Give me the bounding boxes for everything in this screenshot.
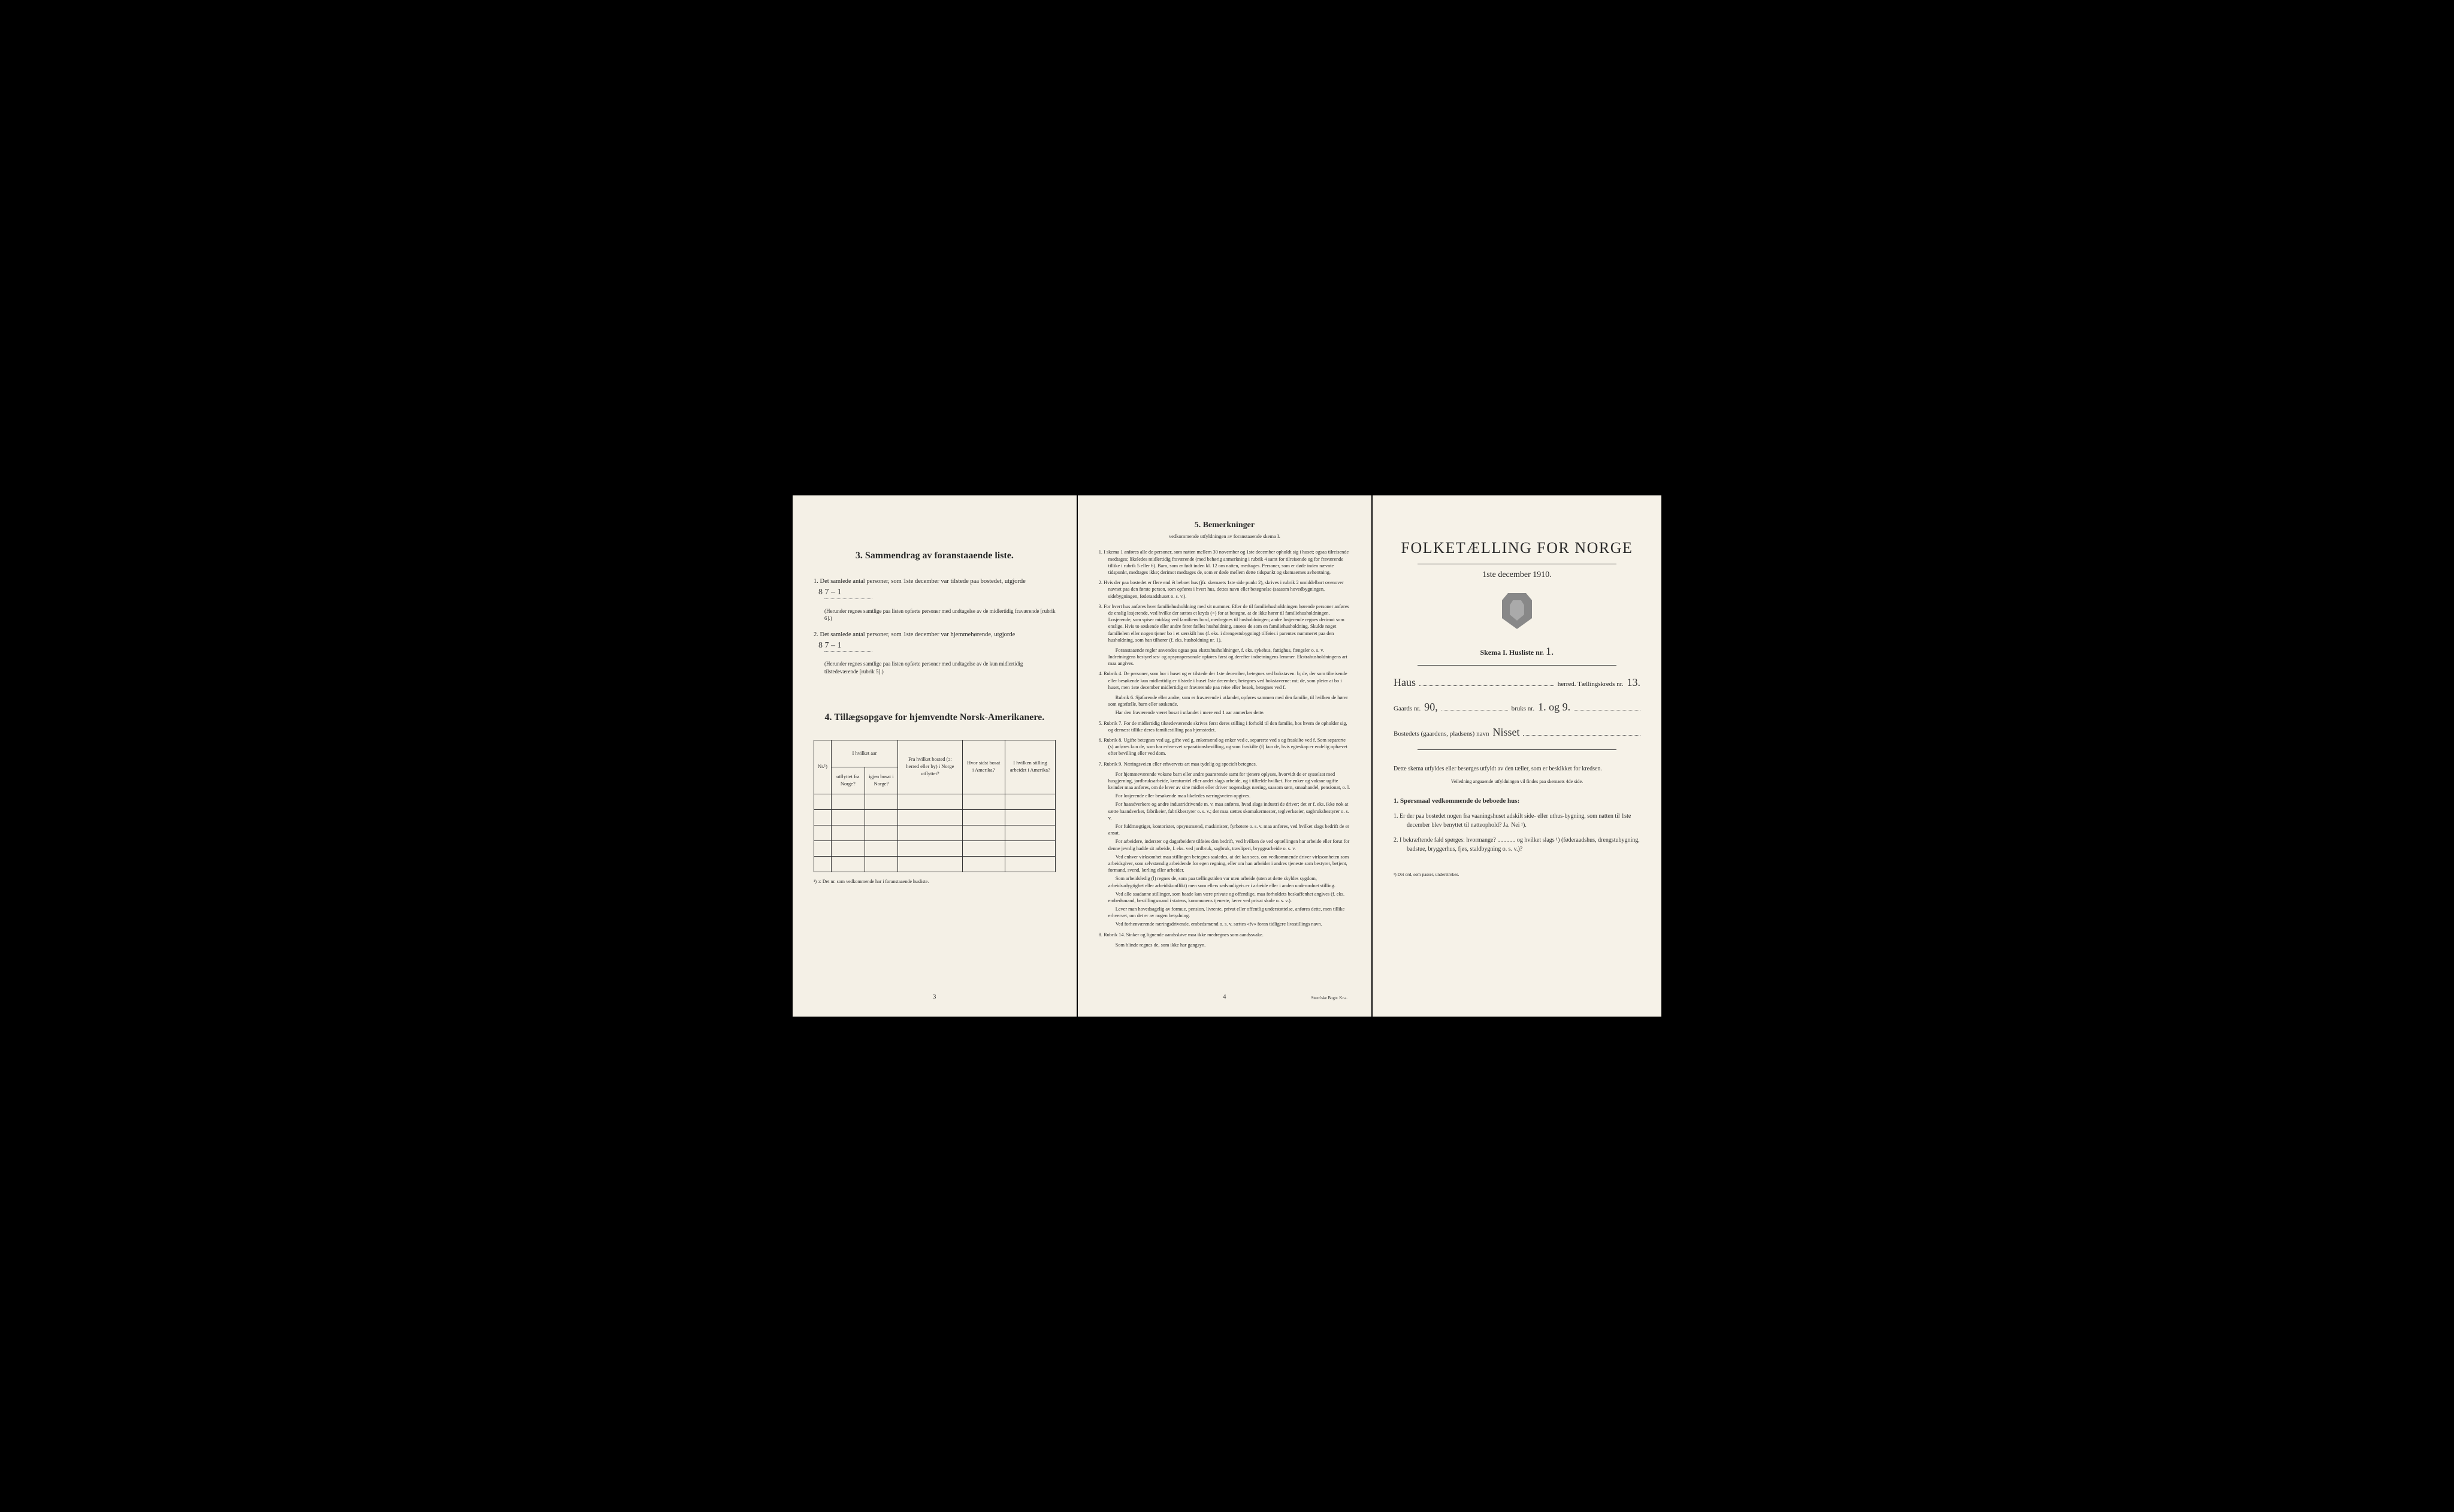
col-nr: Nr.¹)	[814, 740, 832, 794]
kreds-nr: 13.	[1627, 675, 1641, 690]
table-row	[814, 825, 1056, 840]
remark-7: 7. Rubrik 9. Næringsveien eller erhverve…	[1099, 761, 1350, 767]
table-row	[814, 794, 1056, 809]
remark-7j: Ved forhenværende næringsdrivende, embed…	[1099, 921, 1350, 927]
table-row	[814, 856, 1056, 872]
remark-7f: Ved enhver virksomhet maa stillingen bet…	[1099, 854, 1350, 874]
skema-line: Skema I. Husliste nr. 1.	[1394, 644, 1640, 659]
main-title: FOLKETÆLLING FOR NORGE	[1394, 537, 1640, 559]
gaards-line: Gaards nr. 90, bruks nr. 1. og 9.	[1394, 700, 1640, 715]
col-bosted: Fra hvilket bosted (ɔ: herred eller by) …	[898, 740, 962, 794]
census-date: 1ste december 1910.	[1394, 569, 1640, 581]
remark-7b: For losjerende eller besøkende maa likel…	[1099, 793, 1350, 799]
col-amerika: Hvor sidst bosat i Amerika?	[962, 740, 1005, 794]
item-1-value: 8 7 – 1	[824, 586, 872, 599]
gaards-nr: 90,	[1424, 700, 1438, 715]
question-1: 1. Er der paa bostedet nogen fra vaaning…	[1394, 812, 1640, 830]
remark-4b: Har den fraværende været bosat i utlande…	[1099, 709, 1350, 716]
remark-3: 3. For hvert hus anføres hver familiehus…	[1099, 603, 1350, 643]
page-3: FOLKETÆLLING FOR NORGE 1ste december 191…	[1373, 495, 1661, 1017]
bruks-nr: 1. og 9.	[1538, 700, 1570, 715]
page-number: 3	[933, 993, 936, 1002]
remark-1: 1. I skema 1 anføres alle de personer, s…	[1099, 549, 1350, 576]
bemerkninger-subtitle: vedkommende utfyldningen av foranstaaend…	[1099, 533, 1350, 540]
remark-7d: For fuldmægtiger, kontorister, opsynsmæn…	[1099, 823, 1350, 836]
herred-value: Haus	[1394, 675, 1416, 690]
page-number: 4	[1223, 993, 1226, 1002]
remark-8a: Som blinde regnes de, som ikke har gangs…	[1099, 942, 1350, 948]
remark-7h: Ved alle saadanne stillinger, som baade …	[1099, 891, 1350, 904]
bosted-rule	[1418, 749, 1616, 750]
small-instruction: Veiledning angaaende utfyldningen vil fi…	[1394, 778, 1640, 785]
item-1: 1. Det samlede antal personer, som 1ste …	[814, 577, 1056, 598]
bemerkninger-title: 5. Bemerkninger	[1099, 519, 1350, 531]
section-4-title: 4. Tillægsopgave for hjemvendte Norsk-Am…	[814, 711, 1056, 724]
table-row	[814, 840, 1056, 856]
table-row	[814, 809, 1056, 825]
item-1-note: (Herunder regnes samtlige paa listen opf…	[814, 607, 1056, 622]
question-footnote: ¹) Det ord, som passer, understrekes.	[1394, 872, 1640, 878]
remark-7c: For haandverkere og andre industridriven…	[1099, 801, 1350, 821]
census-document: 3. Sammendrag av foranstaaende liste. 1.…	[793, 495, 1661, 1017]
remark-7g: Som arbeidsledig (l) regnes de, som paa …	[1099, 875, 1350, 888]
remark-3a: Foranstaaende regler anvendes ogsaa paa …	[1099, 647, 1350, 667]
remark-4: 4. Rubrik 4. De personer, som bor i huse…	[1099, 670, 1350, 691]
coat-of-arms-icon	[1502, 593, 1532, 629]
page-1: 3. Sammendrag av foranstaaende liste. 1.…	[793, 495, 1077, 1017]
item-2: 2. Det samlede antal personer, som 1ste …	[814, 631, 1056, 652]
printer-mark: Steen'ske Bogtr. Kr.a.	[1311, 996, 1347, 1002]
tillaeg-table: Nr.¹) I hvilket aar Fra hvilket bosted (…	[814, 740, 1056, 872]
bosted-value: Nisset	[1492, 725, 1519, 740]
herred-line: Haus herred. Tællingskreds nr. 13.	[1394, 675, 1640, 690]
remark-4a: Rubrik 6. Sjøfarende eller andre, som er…	[1099, 694, 1350, 707]
instruction-text: Dette skema utfyldes eller besørges utfy…	[1394, 765, 1640, 773]
table-footnote: ¹) ɔ: Det nr. som vedkommende har i fora…	[814, 878, 1056, 885]
bosted-line: Bostedets (gaardens, pladsens) navn Niss…	[1394, 725, 1640, 740]
remark-7e: For arbeidere, inderster og dagarbeidere…	[1099, 838, 1350, 851]
col-utflyttet: utflyttet fra Norge?	[832, 767, 865, 794]
section-3-title: 3. Sammendrag av foranstaaende liste.	[814, 549, 1056, 563]
husliste-nr: 1.	[1546, 645, 1554, 657]
remark-6: 6. Rubrik 8. Ugifte betegnes ved ug, gif…	[1099, 737, 1350, 757]
remark-8: 8. Rubrik 14. Sinker og lignende aandssl…	[1099, 932, 1350, 938]
page-2: 5. Bemerkninger vedkommende utfyldningen…	[1078, 495, 1371, 1017]
col-stilling: I hvilken stilling arbeidet i Amerika?	[1005, 740, 1055, 794]
question-2: 2. I bekræftende fald spørges: hvormange…	[1394, 836, 1640, 854]
remark-2: 2. Hvis der paa bostedet er flere end ét…	[1099, 579, 1350, 600]
skema-rule	[1418, 665, 1616, 666]
remark-5: 5. Rubrik 7. For de midlertidig tilstede…	[1099, 720, 1350, 733]
item-2-value: 8 7 – 1	[824, 640, 872, 652]
remark-7a: For hjemmeværende voksne barn eller andr…	[1099, 771, 1350, 791]
item-2-note: (Herunder regnes samtlige paa listen opf…	[814, 660, 1056, 675]
col-aar: I hvilket aar	[832, 740, 898, 767]
col-bosat: igjen bosat i Norge?	[865, 767, 898, 794]
question-header: 1. Spørsmaal vedkommende de beboede hus:	[1394, 797, 1640, 806]
remark-7i: Lever man hovedsagelig av formue, pensio…	[1099, 906, 1350, 919]
